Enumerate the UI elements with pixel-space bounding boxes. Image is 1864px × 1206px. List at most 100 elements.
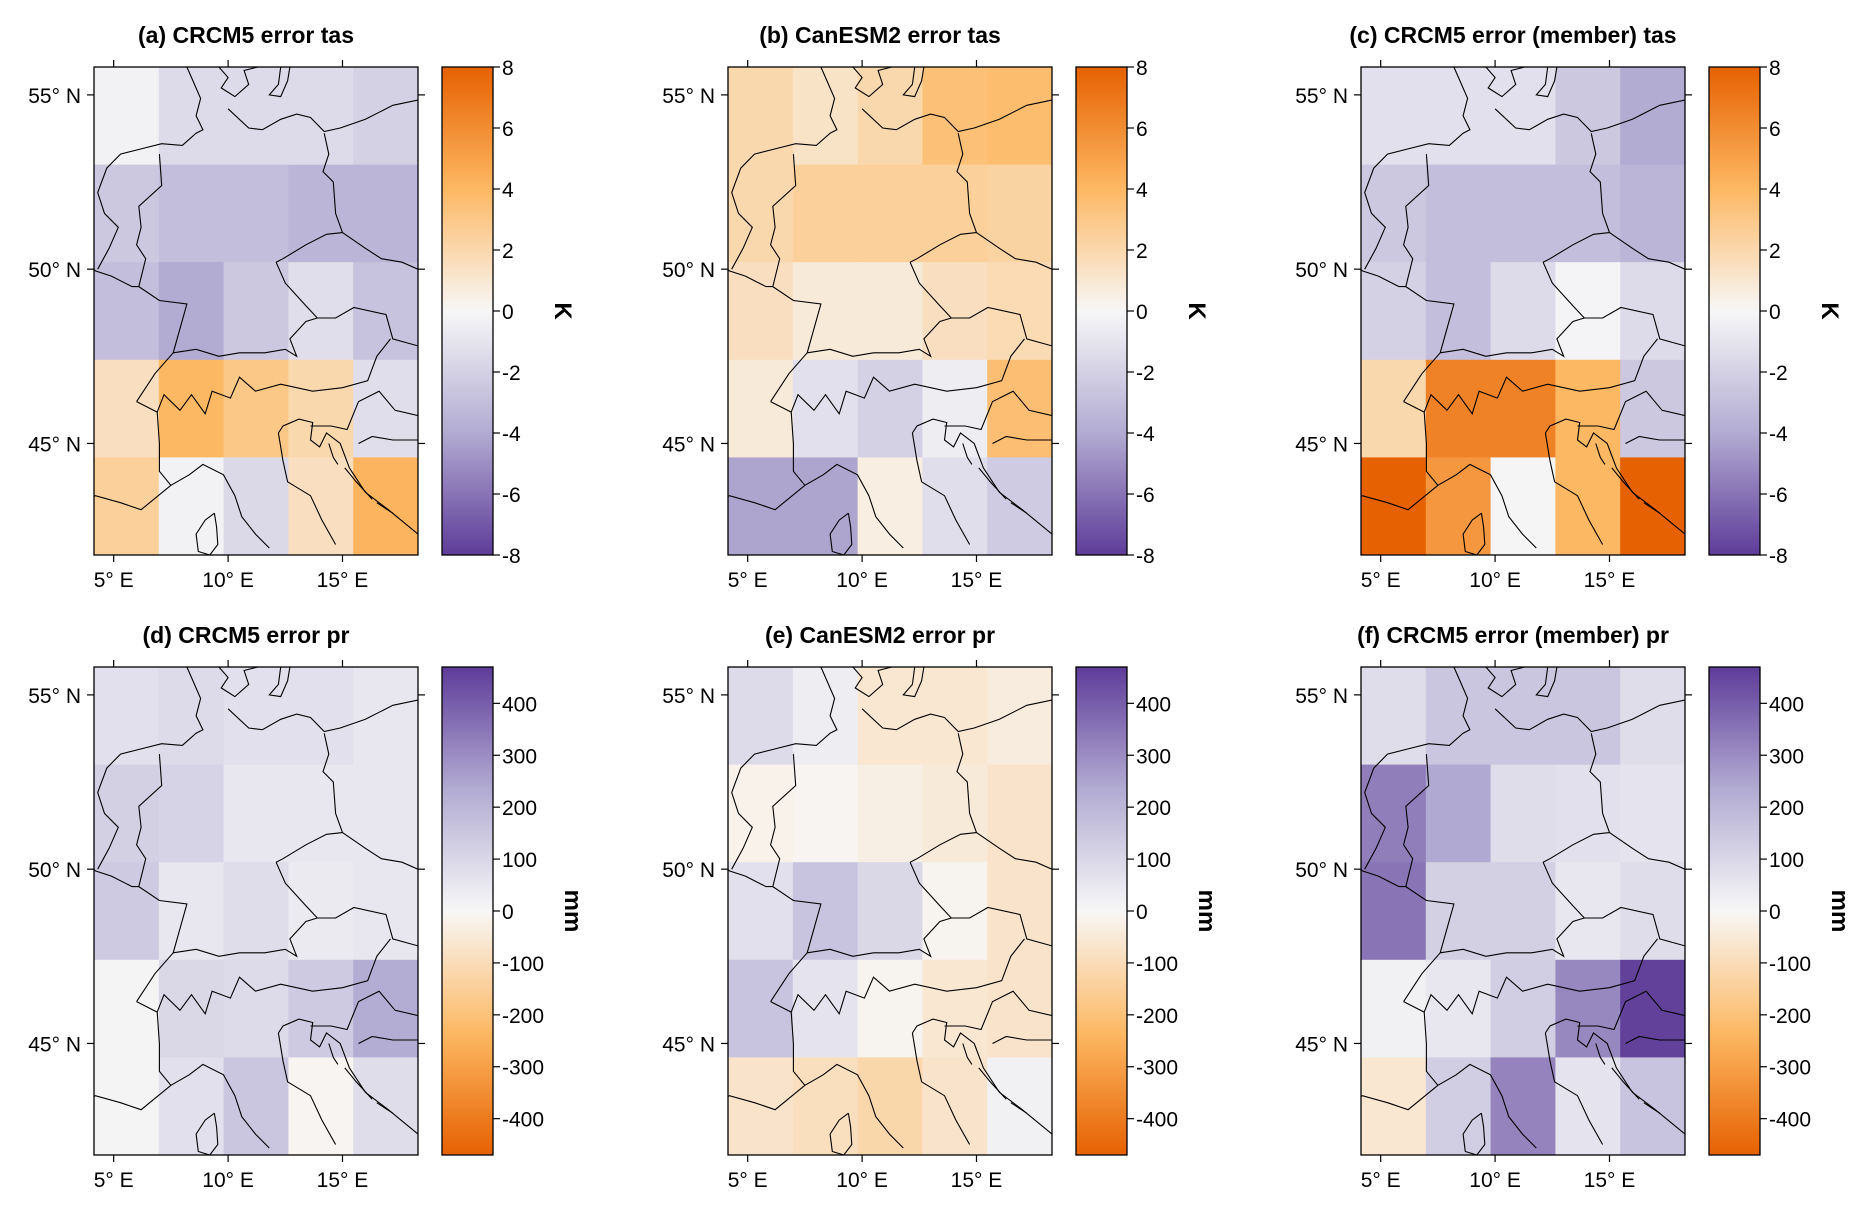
colorbar-tick-label: -8 [1769, 545, 1788, 568]
country-outlines [1361, 667, 1685, 1155]
border-line [1423, 1012, 1439, 1086]
border-line [909, 261, 1052, 347]
grid-cell [792, 764, 859, 863]
x-tick-label: 10° E [202, 1169, 254, 1192]
border-line [1609, 832, 1685, 870]
grid-cell [1490, 764, 1556, 863]
grid-cell [987, 164, 1052, 263]
colorbar-tick-label: -100 [502, 953, 544, 976]
colorbar-tick-label: 0 [1769, 901, 1781, 924]
y-tick-label: 45° N [662, 1033, 715, 1056]
colorbar-tick-label: 4 [1769, 179, 1781, 202]
grid-cells [728, 667, 1052, 1155]
colorbar: 400 300 200 100 0 -100 -200 -300 -400 mm [1075, 666, 1220, 1156]
panel-f: (f) CRCM5 error (member) pr 5° E 10° E 15° … [1295, 622, 1853, 1192]
grid-cell [158, 1057, 225, 1155]
country-outlines [1361, 67, 1685, 555]
y-tick-label: 55° N [28, 685, 81, 708]
border-line [1609, 232, 1685, 270]
border-line [275, 232, 343, 263]
colorbar-tick-label: 0 [502, 301, 514, 324]
grid-cell [1555, 359, 1621, 458]
grid-cell [1620, 67, 1685, 166]
border-line [770, 1001, 792, 1013]
grid-cell [987, 359, 1052, 458]
grid-cell [728, 457, 794, 555]
border-line [1462, 1112, 1486, 1155]
grid-cell [1620, 164, 1685, 263]
border-line [1625, 1035, 1685, 1044]
border-line [790, 938, 1025, 1016]
border-line [156, 412, 172, 486]
grid-cell [1555, 1057, 1621, 1155]
colorbar-tick-label: 6 [1769, 118, 1781, 141]
grid-cell [1555, 262, 1621, 361]
y-tick-label: 45° N [1295, 433, 1348, 456]
colorbar-unit-label: K [1816, 302, 1843, 320]
border-line [1403, 352, 1441, 402]
colorbar-tick-label: 8 [1136, 57, 1148, 80]
grid-cell [792, 164, 859, 263]
colorbar-tick-label: -8 [502, 545, 521, 568]
border-line [976, 232, 1052, 270]
border-line [328, 1043, 339, 1065]
grid-cell [158, 359, 225, 458]
border-line [218, 667, 258, 698]
panel-a: (a) CRCM5 error tas 5° E 10° E 15° E 55° N 50… [28, 22, 576, 592]
border-line [731, 667, 838, 870]
panel-d: (d) CRCM5 error pr 5° E 10° E 15° E 55° N 50°… [28, 622, 586, 1192]
grid-cell [158, 164, 225, 263]
grid-cell [922, 262, 988, 361]
border-line [861, 99, 1052, 133]
grid-cell [158, 67, 225, 166]
grid-cell [922, 164, 988, 263]
map-frame [1360, 666, 1686, 1156]
border-line [1423, 412, 1439, 486]
country-outlines [728, 67, 1052, 555]
grid-cell [1425, 667, 1492, 766]
colorbar-unit-label: mm [559, 890, 586, 933]
border-line [344, 1067, 373, 1100]
colorbar-tick-label: 6 [1136, 118, 1148, 141]
border-line [136, 754, 188, 953]
border-line [136, 352, 174, 402]
colorbar-tick-label: -2 [502, 362, 521, 385]
border-line [136, 952, 174, 1002]
border-line [1542, 832, 1610, 863]
colorbar-tick-label: -400 [502, 1109, 544, 1132]
grid-cell [728, 1057, 794, 1155]
border-line [173, 917, 318, 958]
border-line [909, 832, 977, 863]
panel-e: (e) CanESM2 error pr 5° E 10° E 15° E 55° N 5… [662, 622, 1220, 1192]
colorbar-tick-label: 0 [1136, 301, 1148, 324]
colorbar: 400 300 200 100 0 -100 -200 -300 -400 mm [441, 666, 586, 1156]
border-line [728, 268, 773, 288]
panel-title: (c) CRCM5 error (member) tas [1349, 22, 1676, 48]
border-line [1542, 232, 1610, 263]
colorbar-tick-label: -100 [1136, 953, 1178, 976]
grid-cell [1425, 959, 1492, 1058]
grid-cell [158, 457, 225, 555]
border-line [268, 667, 291, 698]
panel-title: (a) CRCM5 error tas [138, 22, 354, 48]
border-line [852, 667, 892, 698]
colorbar-gradient [1708, 666, 1761, 1156]
y-tick-label: 55° N [28, 85, 81, 108]
grid-cell [94, 959, 160, 1058]
grid-cell [922, 959, 988, 1058]
border-line [195, 512, 219, 555]
y-tick-label: 50° N [1295, 259, 1348, 282]
grid-cell [288, 359, 354, 458]
colorbar-tick-label: 0 [1769, 301, 1781, 324]
grid-cell [158, 262, 225, 361]
grid-cell [857, 164, 923, 263]
border-line [1535, 67, 1558, 98]
grid-cell [1425, 164, 1492, 263]
grid-cell [223, 359, 289, 458]
grid-cell [792, 359, 859, 458]
border-line [1462, 512, 1486, 555]
map-frame [727, 666, 1053, 1156]
colorbar-unit-label: K [1183, 302, 1210, 320]
grid-cell [1555, 959, 1621, 1058]
border-line [227, 99, 418, 133]
